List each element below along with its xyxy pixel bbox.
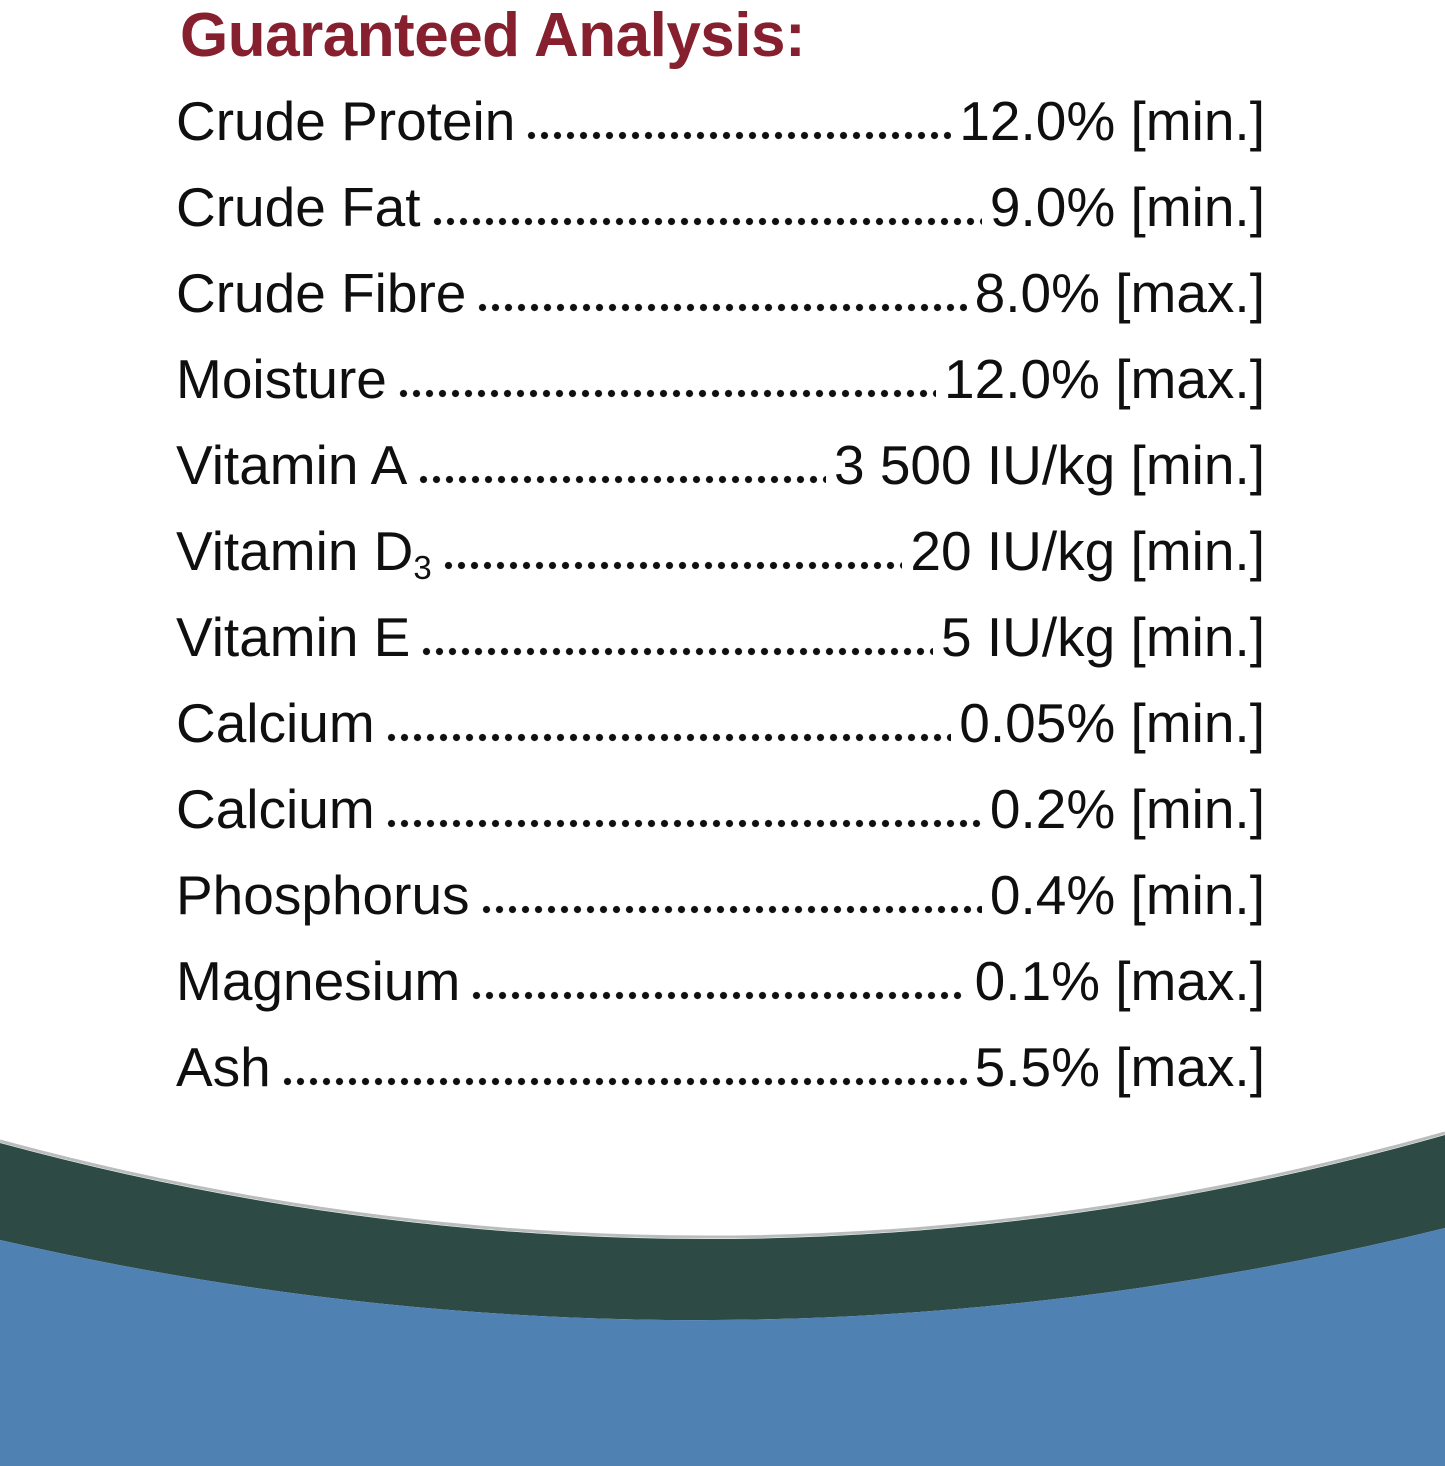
dot-leader xyxy=(476,268,967,313)
nutrient-value: 3 500 IU/kg [min.] xyxy=(833,434,1265,497)
nutrient-label: Calcium xyxy=(176,766,375,852)
nutrient-label: Magnesium xyxy=(176,938,460,1024)
table-row: Phosphorus 0.4% [min.] xyxy=(176,852,1265,938)
table-row: Moisture 12.0% [max.] xyxy=(176,336,1265,422)
nutrient-value: 0.4% [min.] xyxy=(989,864,1265,927)
dot-leader xyxy=(479,870,982,915)
dot-leader xyxy=(420,612,934,657)
table-row: Calcium 0.05% [min.] xyxy=(176,680,1265,766)
dot-leader xyxy=(396,354,937,399)
nutrient-name: Crude Protein xyxy=(176,90,516,153)
nutrient-name: Phosphorus xyxy=(176,864,470,927)
table-row: Magnesium 0.1% [max.] xyxy=(176,938,1265,1024)
nutrient-value: 0.2% [min.] xyxy=(989,778,1265,841)
nutrient-label: Ash xyxy=(176,1024,271,1110)
nutrient-label: Vitamin E xyxy=(176,594,410,680)
nutrient-value: 5 IU/kg [min.] xyxy=(941,606,1265,669)
teal-band-shape xyxy=(0,1135,1445,1321)
dot-leader xyxy=(417,440,826,485)
nutrient-label: Crude Fibre xyxy=(176,250,466,336)
nutrient-name: Ash xyxy=(176,1036,271,1099)
nutrient-name: Calcium xyxy=(176,692,375,755)
nutrient-subscript: 3 xyxy=(413,549,432,587)
nutrient-name: Crude Fat xyxy=(176,176,421,239)
nutrient-value: 0.1% [max.] xyxy=(974,950,1265,1013)
dot-leader xyxy=(525,96,952,141)
nutrient-name: Crude Fibre xyxy=(176,262,467,325)
table-row: Crude Protein 12.0% [min.] xyxy=(176,78,1265,164)
dot-leader xyxy=(384,698,952,743)
nutrient-name: Vitamin D xyxy=(176,520,414,583)
nutrient-name: Calcium xyxy=(176,778,375,841)
dot-leader xyxy=(430,182,982,227)
nutrient-name: Moisture xyxy=(176,348,387,411)
dot-leader xyxy=(280,1042,967,1087)
nutrient-value: 9.0% [min.] xyxy=(989,176,1265,239)
nutrient-name: Vitamin A xyxy=(176,434,408,497)
table-row: Crude Fat 9.0% [min.] xyxy=(176,164,1265,250)
dot-leader xyxy=(384,784,982,829)
table-row: Vitamin E 5 IU/kg [min.] xyxy=(176,594,1265,680)
nutrient-value: 12.0% [max.] xyxy=(944,348,1265,411)
nutrient-label: Crude Protein xyxy=(176,78,515,164)
table-row: Crude Fibre 8.0% [max.] xyxy=(176,250,1265,336)
nutrient-value: 12.0% [min.] xyxy=(959,90,1265,153)
analysis-content: Guaranteed Analysis: Crude Protein 12.0%… xyxy=(176,1,1265,1110)
analysis-table: Crude Protein 12.0% [min.] Crude Fat 9.0… xyxy=(176,78,1265,1110)
nutrient-label: Moisture xyxy=(176,336,387,422)
dot-leader xyxy=(441,526,903,571)
nutrient-label: Vitamin D3 xyxy=(176,508,432,594)
dot-leader xyxy=(470,956,967,1001)
nutrient-name: Vitamin E xyxy=(176,606,411,669)
table-row: Vitamin A 3 500 IU/kg [min.] xyxy=(176,422,1265,508)
nutrient-value: 5.5% [max.] xyxy=(974,1036,1265,1099)
nutrient-label: Calcium xyxy=(176,680,375,766)
nutrient-name: Magnesium xyxy=(176,950,461,1013)
teal-band-top-edge xyxy=(0,1131,1445,1239)
nutrient-label: Crude Fat xyxy=(176,164,421,250)
nutrient-label: Phosphorus xyxy=(176,852,470,938)
nutrient-label: Vitamin A xyxy=(176,422,407,508)
nutrient-value: 8.0% [max.] xyxy=(974,262,1265,325)
guaranteed-analysis-title: Guaranteed Analysis: xyxy=(180,1,806,70)
table-row: Ash 5.5% [max.] xyxy=(176,1024,1265,1110)
blue-band-shape xyxy=(0,1228,1445,1466)
nutrient-value: 20 IU/kg [min.] xyxy=(910,520,1265,583)
table-row: Calcium 0.2% [min.] xyxy=(176,766,1265,852)
table-row: Vitamin D3 20 IU/kg [min.] xyxy=(176,508,1265,594)
nutrient-value: 0.05% [min.] xyxy=(959,692,1265,755)
